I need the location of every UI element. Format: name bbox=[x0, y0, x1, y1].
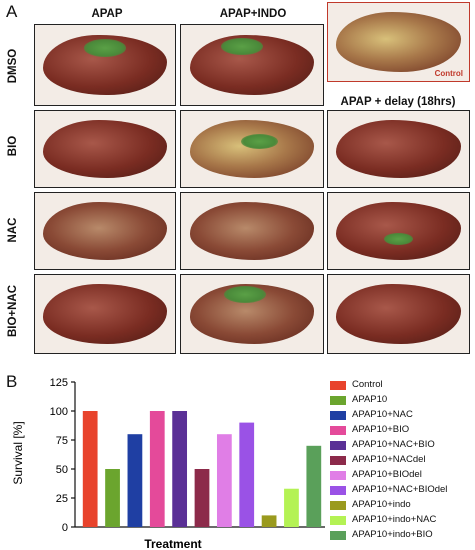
liver-image-nac-apap bbox=[34, 192, 176, 270]
bar-control bbox=[82, 411, 98, 527]
liver-shape bbox=[189, 120, 315, 178]
liver-shape bbox=[43, 120, 167, 178]
y-axis-label: Survival [%] bbox=[11, 421, 25, 484]
liver-shape bbox=[336, 284, 461, 344]
liver-shape bbox=[336, 202, 461, 260]
legend-label: Control bbox=[352, 379, 383, 390]
y-tick-label: 100 bbox=[50, 406, 68, 418]
legend-swatch bbox=[330, 441, 346, 450]
column-heading-apap-delay: APAP + delay (18hrs) bbox=[340, 96, 456, 108]
liver-image-bio-apap-indo bbox=[180, 110, 324, 188]
y-tick-label: 25 bbox=[56, 493, 68, 505]
legend-label: APAP10+BIO bbox=[352, 424, 410, 435]
green-stain bbox=[384, 232, 413, 245]
legend-label: APAP10+indo+BIO bbox=[352, 529, 433, 540]
legend-label: APAP10+NAC bbox=[352, 409, 413, 420]
control-label: Control bbox=[434, 69, 463, 78]
panel-a-letter: A bbox=[6, 2, 18, 21]
y-tick-label: 75 bbox=[56, 435, 68, 447]
liver-image-bio-nac-apap-delay bbox=[327, 274, 470, 354]
green-stain bbox=[220, 37, 264, 56]
column-heading-apap: APAP bbox=[91, 8, 123, 20]
legend-label: APAP10+NAC+BIO bbox=[352, 439, 435, 450]
bar-apap10-bio bbox=[149, 411, 165, 527]
row-heading-bio: BIO bbox=[7, 135, 19, 157]
chart-ticks: 0 25 50 75 100 125 bbox=[50, 377, 75, 534]
y-tick-label: 0 bbox=[62, 522, 68, 534]
bar-apap10-nac bbox=[127, 434, 143, 527]
chart-bars bbox=[82, 411, 322, 527]
legend-label: APAP10+NACdel bbox=[352, 454, 426, 465]
legend-swatch bbox=[330, 486, 346, 495]
liver-image-nac-apap-delay bbox=[327, 192, 470, 270]
x-axis-label: Treatment bbox=[144, 537, 201, 550]
liver-shape bbox=[43, 202, 167, 260]
legend-swatch bbox=[330, 456, 346, 465]
legend-swatch bbox=[330, 381, 346, 390]
bar-apap10-indo-nac bbox=[284, 488, 299, 527]
green-stain bbox=[240, 133, 278, 149]
liver-image-control: Control bbox=[327, 2, 470, 82]
survival-bar-chart: 0 25 50 75 100 125 Survival [%] Treatment bbox=[11, 377, 325, 550]
legend-label: APAP10+indo bbox=[352, 499, 411, 510]
bar-apap10-biodel bbox=[216, 434, 232, 527]
legend-swatch bbox=[330, 501, 346, 510]
legend-label: APAP10+indo+NAC bbox=[352, 514, 437, 525]
y-tick-label: 50 bbox=[56, 464, 68, 476]
bar-apap10-nacdel bbox=[194, 469, 210, 527]
row-heading-dmso: DMSO bbox=[7, 48, 19, 84]
panel-b-letter: B bbox=[6, 372, 18, 391]
liver-image-nac-apap-indo bbox=[180, 192, 324, 270]
green-stain bbox=[223, 285, 267, 304]
legend-label: APAP10+NAC+BIOdel bbox=[352, 484, 448, 495]
liver-image-bio-nac-apap bbox=[34, 274, 176, 354]
row-heading-nac: NAC bbox=[7, 217, 19, 243]
column-heading-apap-indo: APAP+INDO bbox=[219, 8, 287, 20]
green-stain bbox=[84, 39, 126, 57]
legend-swatch bbox=[330, 531, 346, 540]
legend-swatch bbox=[330, 516, 346, 525]
legend-swatch bbox=[330, 411, 346, 420]
liver-shape bbox=[43, 284, 167, 344]
legend-swatch bbox=[330, 471, 346, 480]
liver-image-bio-nac-apap-indo bbox=[180, 274, 324, 354]
legend-label: APAP10 bbox=[352, 394, 388, 405]
liver-image-bio-apap bbox=[34, 110, 176, 188]
bar-apap10-nac-bio bbox=[172, 411, 188, 527]
bar-apap10-nac-biodel bbox=[239, 422, 255, 527]
liver-image-bio-apap-delay bbox=[327, 110, 470, 188]
liver-shape bbox=[336, 12, 461, 72]
bar-apap10-indo bbox=[261, 515, 277, 527]
bar-apap10 bbox=[105, 469, 120, 527]
y-tick-label: 125 bbox=[50, 377, 68, 389]
row-heading-bio-nac: BIO+NAC bbox=[7, 284, 19, 338]
legend-label: APAP10+BIOdel bbox=[352, 469, 422, 480]
legend-swatch bbox=[330, 426, 346, 435]
liver-shape bbox=[336, 120, 461, 178]
legend-swatch bbox=[330, 396, 346, 405]
liver-image-dmso-apap-indo bbox=[180, 24, 324, 106]
bar-apap10-indo-bio bbox=[306, 445, 322, 527]
liver-image-dmso-apap bbox=[34, 24, 176, 106]
liver-shape bbox=[189, 202, 315, 260]
